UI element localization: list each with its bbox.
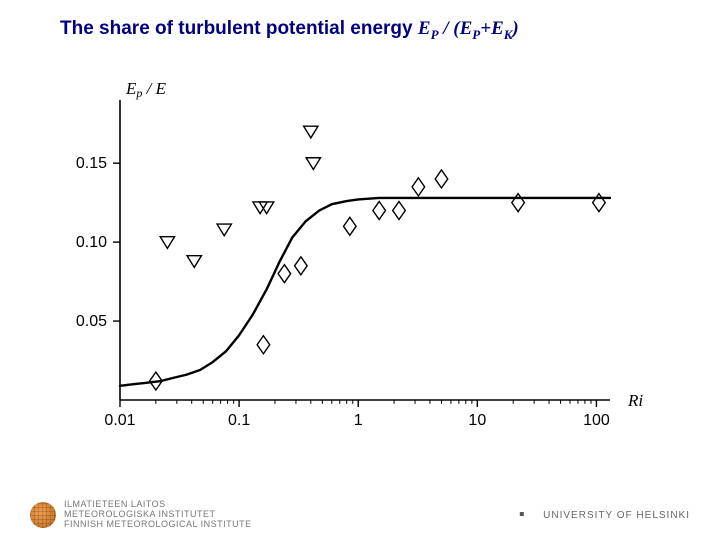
svg-text:100: 100 [583, 412, 610, 429]
svg-text:0.10: 0.10 [76, 234, 107, 251]
svg-text:1: 1 [354, 412, 363, 429]
svg-text:Ri: Ri [627, 391, 643, 410]
flame-icon: ▪ [511, 504, 533, 526]
page-title: The share of turbulent potential energy … [60, 18, 519, 43]
globe-icon [30, 502, 56, 528]
fmi-logo: ILMATIETEEN LAITOS METEOROLOGISKA INSTIT… [30, 500, 252, 530]
fmi-line-3: FINNISH METEOROLOGICAL INSTITUTE [64, 520, 252, 530]
fmi-text: ILMATIETEEN LAITOS METEOROLOGISKA INSTIT… [64, 500, 252, 530]
uh-logo: ▪ UNIVERSITY OF HELSINKI [511, 504, 690, 526]
chart-container: 0.01 0.1 1 10 100 0.05 0.10 0.15 Ep / E Ri [50, 80, 670, 445]
footer: ILMATIETEEN LAITOS METEOROLOGISKA INSTIT… [30, 500, 690, 530]
svg-text:0.1: 0.1 [228, 412, 250, 429]
svg-text:Ep / E: Ep / E [125, 80, 167, 100]
svg-text:0.01: 0.01 [104, 412, 135, 429]
title-expr: EP / (EP+EK) [418, 18, 519, 39]
chart-svg: 0.01 0.1 1 10 100 0.05 0.10 0.15 Ep / E Ri [50, 80, 670, 445]
svg-text:10: 10 [468, 412, 486, 429]
uh-text: UNIVERSITY OF HELSINKI [543, 510, 690, 521]
title-prefix: The share of turbulent potential energy [60, 18, 418, 39]
svg-text:0.15: 0.15 [76, 155, 107, 172]
svg-text:0.05: 0.05 [76, 313, 107, 330]
